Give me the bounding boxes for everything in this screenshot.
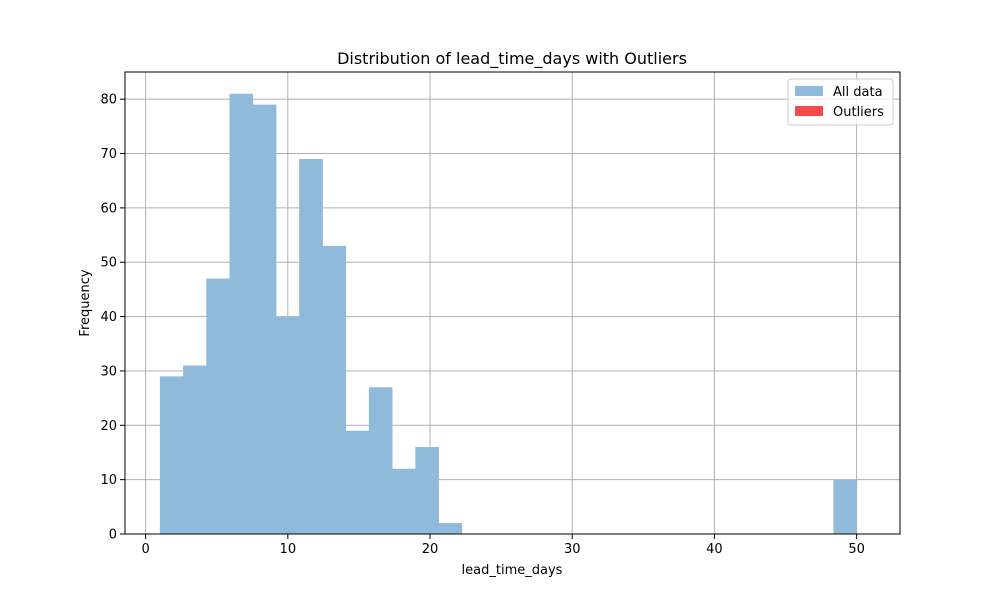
y-tick-label: 30	[100, 364, 117, 379]
y-tick-label: 60	[100, 201, 117, 216]
histogram-bar	[299, 158, 323, 534]
x-tick-label: 50	[848, 542, 865, 557]
histogram-bar	[345, 430, 370, 534]
y-tick-label: 40	[100, 310, 117, 325]
x-axis-title: lead_time_days	[462, 563, 563, 578]
histogram-bar	[322, 245, 347, 534]
x-axis-ticks: 0 10 20 30 40 50	[141, 534, 865, 557]
legend-label-all-data: All data	[833, 85, 883, 100]
y-tick-label: 50	[100, 256, 117, 271]
y-tick-label: 10	[100, 473, 117, 488]
y-tick-label: 0	[109, 528, 117, 543]
legend-swatch-outliers	[795, 106, 823, 116]
x-tick-label: 20	[422, 542, 439, 557]
y-tick-label: 70	[100, 147, 117, 162]
plot-area-frame	[124, 71, 901, 535]
histogram-bar	[392, 468, 416, 534]
histogram-bar	[229, 93, 254, 534]
histogram-bar	[438, 523, 463, 534]
histogram-bar	[183, 365, 207, 534]
y-axis-title: Frequency	[78, 269, 93, 336]
y-tick-label: 80	[100, 93, 117, 108]
legend: All data Outliers	[787, 78, 894, 126]
x-tick-label: 30	[564, 542, 581, 557]
histogram-bar	[206, 278, 230, 534]
histogram-bar	[833, 479, 858, 534]
histogram-bar	[159, 376, 184, 534]
legend-swatch-all-data	[795, 86, 823, 96]
y-axis-ticks: 0 10 20 30 40 50 60 70 80	[100, 93, 125, 543]
x-tick-label: 10	[280, 542, 297, 557]
y-tick-label: 20	[100, 419, 117, 434]
histogram-bar	[252, 104, 277, 535]
histogram-bar	[415, 447, 439, 534]
x-tick-label: 0	[141, 542, 149, 557]
histogram-bar	[368, 387, 393, 534]
histogram-bar	[275, 316, 300, 534]
x-tick-label: 40	[706, 542, 723, 557]
chart-title: Distribution of lead_time_days with Outl…	[337, 49, 687, 69]
histogram-bars	[159, 93, 858, 535]
legend-label-outliers: Outliers	[833, 105, 884, 120]
